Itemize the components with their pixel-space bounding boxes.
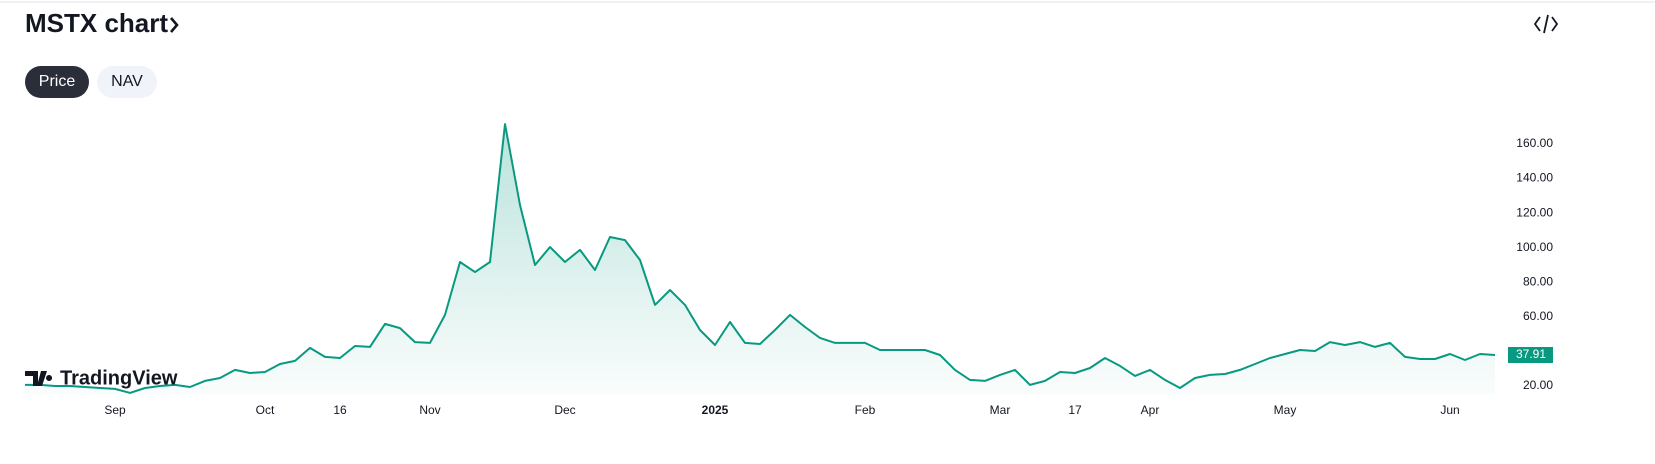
embed-icon[interactable]	[1533, 14, 1559, 34]
y-tick-label: 160.00	[1516, 136, 1553, 150]
x-tick-label: Apr	[1141, 403, 1160, 417]
x-tick-label: Jun	[1440, 403, 1459, 417]
x-tick-label: Dec	[554, 403, 575, 417]
watermark-text: TradingView	[60, 367, 178, 389]
tab-nav[interactable]	[97, 66, 157, 98]
x-tick-label: Oct	[256, 403, 275, 417]
x-tick-label: 17	[1068, 403, 1082, 417]
x-tick-label: Feb	[855, 403, 876, 417]
last-price-label: 37.91	[1516, 347, 1546, 361]
tab-label[interactable]: Price	[39, 73, 76, 90]
y-tick-label: 20.00	[1523, 378, 1553, 392]
x-tick-label: Nov	[419, 403, 440, 417]
y-tick-label: 100.00	[1516, 240, 1553, 254]
y-tick-label: 60.00	[1523, 309, 1553, 323]
y-tick-label: 120.00	[1516, 205, 1553, 219]
price-line	[25, 123, 1496, 394]
tab-label[interactable]: NAV	[111, 73, 143, 90]
x-tick-label: 16	[333, 403, 347, 417]
y-tick-label: 140.00	[1516, 171, 1553, 185]
x-tick-label: 2025	[702, 403, 729, 417]
last-price-tag	[1508, 347, 1553, 364]
x-tick-label: Sep	[104, 403, 126, 417]
plot-area: 20.00 60.00 80.00 100.00 120.00 140.00 160.00 S…	[25, 123, 1553, 417]
title-chevron[interactable]	[170, 17, 179, 33]
watermark: TradingView	[25, 367, 178, 389]
chart-title[interactable]: MSTX chart	[25, 8, 168, 38]
area-fill	[25, 124, 1495, 395]
x-tick-label: Mar	[990, 403, 1011, 417]
y-tick-label: 80.00	[1523, 274, 1553, 288]
x-tick-label: May	[1274, 403, 1297, 417]
tab-price[interactable]	[25, 66, 89, 98]
